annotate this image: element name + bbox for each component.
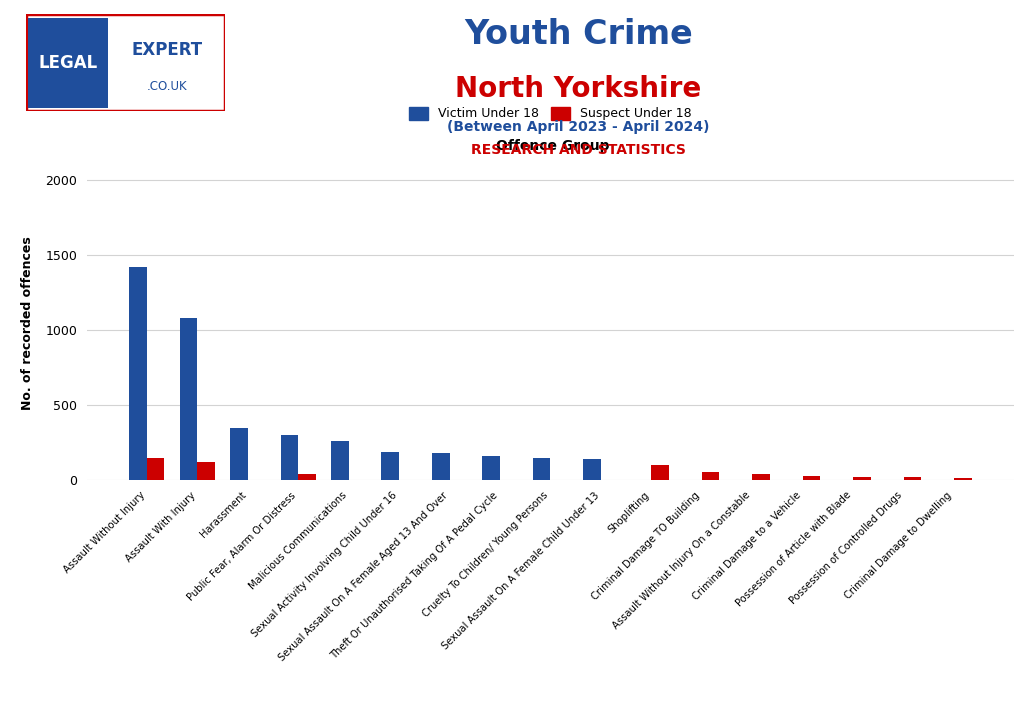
Bar <box>432 452 450 480</box>
Bar <box>281 435 298 480</box>
Bar <box>584 459 601 480</box>
Bar <box>954 478 972 480</box>
Text: .CO.UK: .CO.UK <box>147 80 187 92</box>
Bar <box>903 477 922 480</box>
Bar <box>230 428 248 480</box>
Text: Offence Group: Offence Group <box>497 138 609 153</box>
Bar <box>198 462 215 480</box>
Text: LEGAL: LEGAL <box>38 54 97 72</box>
Bar <box>129 267 146 480</box>
Bar <box>146 458 165 480</box>
Bar <box>298 475 315 480</box>
Text: (Between April 2023 - April 2024): (Between April 2023 - April 2024) <box>447 120 710 135</box>
Bar <box>701 472 720 480</box>
Text: North Yorkshire: North Yorkshire <box>456 75 701 103</box>
Text: RESEARCH AND STATISTICS: RESEARCH AND STATISTICS <box>471 143 686 158</box>
Bar <box>853 477 870 480</box>
Bar <box>179 318 198 480</box>
Bar <box>753 474 770 480</box>
Bar <box>381 452 399 480</box>
Bar <box>482 455 500 480</box>
Y-axis label: No. of recorded offences: No. of recorded offences <box>22 236 35 409</box>
FancyBboxPatch shape <box>28 18 108 108</box>
Text: Youth Crime: Youth Crime <box>464 18 693 51</box>
FancyBboxPatch shape <box>26 14 225 111</box>
Bar <box>532 458 551 480</box>
Bar <box>651 465 669 480</box>
Bar <box>803 476 820 480</box>
Text: EXPERT: EXPERT <box>132 42 203 60</box>
Bar <box>331 440 348 480</box>
Legend: Victim Under 18, Suspect Under 18: Victim Under 18, Suspect Under 18 <box>404 102 696 125</box>
